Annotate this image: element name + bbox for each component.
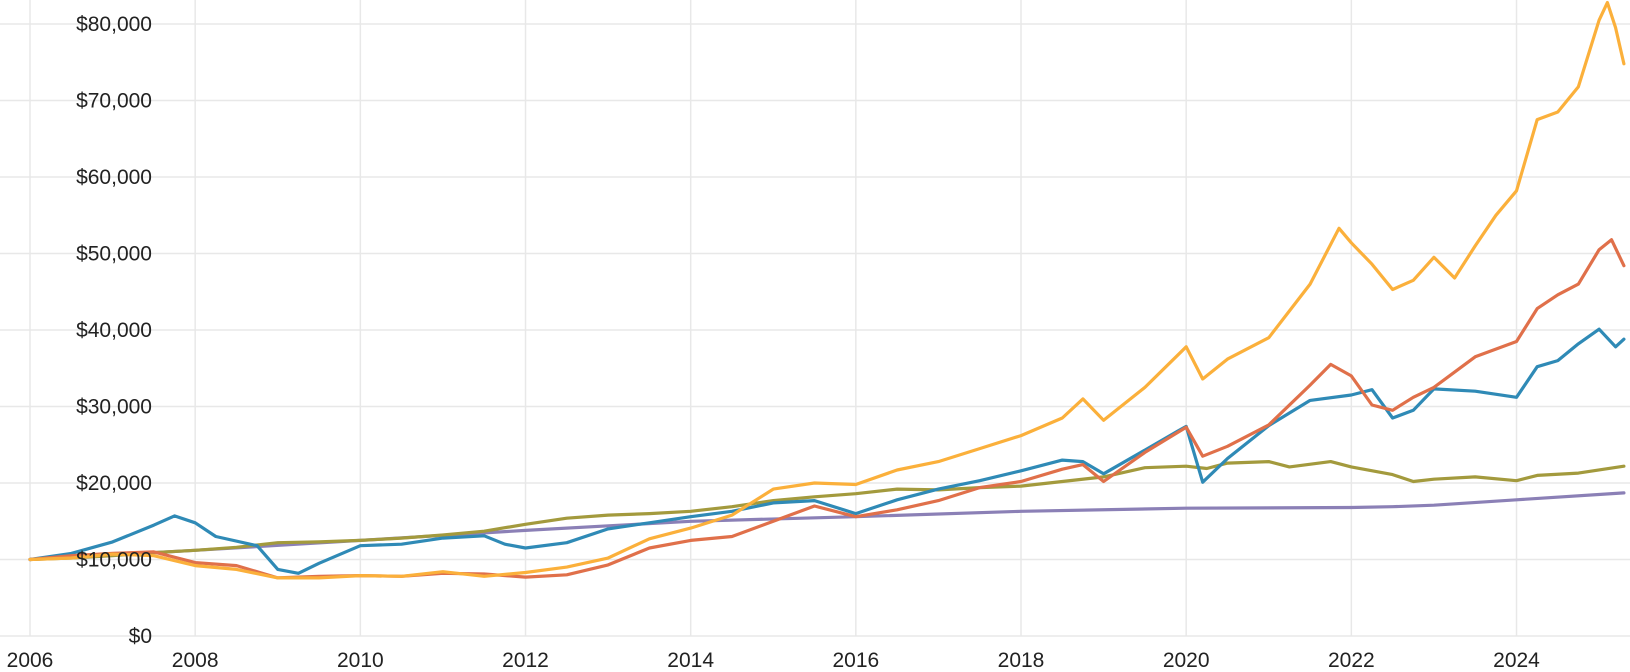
- x-tick-label: 2008: [172, 649, 219, 672]
- y-tick-label: $60,000: [76, 166, 152, 189]
- x-tick-label: 2018: [998, 649, 1045, 672]
- vertical-gridlines: [29, 0, 1518, 636]
- x-tick-label: 2012: [502, 649, 549, 672]
- x-tick-label: 2016: [832, 649, 879, 672]
- x-tick-label: 2022: [1328, 649, 1375, 672]
- series-lines: [28, 1, 1626, 580]
- x-tick-label: 2014: [667, 649, 714, 672]
- y-tick-label: $40,000: [76, 319, 152, 342]
- x-tick-label: 2006: [7, 649, 54, 672]
- x-axis-tick-labels: 2006 2008 2010 2012 2014 2016 2018 2020 2022 2024: [7, 649, 1541, 672]
- y-tick-label: $50,000: [76, 243, 152, 266]
- x-tick-label: 2020: [1163, 649, 1210, 672]
- y-tick-label: $20,000: [76, 472, 152, 495]
- y-axis-tick-labels: $0 $10,000 $20,000 $30,000 $40,000 $50,000 $60…: [76, 13, 152, 648]
- y-tick-label: $30,000: [76, 396, 152, 419]
- y-tick-label: $80,000: [76, 13, 152, 36]
- y-tick-label: $0: [129, 625, 152, 648]
- x-tick-label: 2010: [337, 649, 384, 672]
- x-tick-label: 2024: [1493, 649, 1540, 672]
- y-tick-label: $70,000: [76, 90, 152, 113]
- series-line-4: [28, 238, 1626, 580]
- series-line-5: [28, 1, 1626, 580]
- series-line-3: [28, 327, 1626, 575]
- y-tick-label: $10,000: [76, 549, 152, 572]
- series-line-2: [28, 460, 1626, 562]
